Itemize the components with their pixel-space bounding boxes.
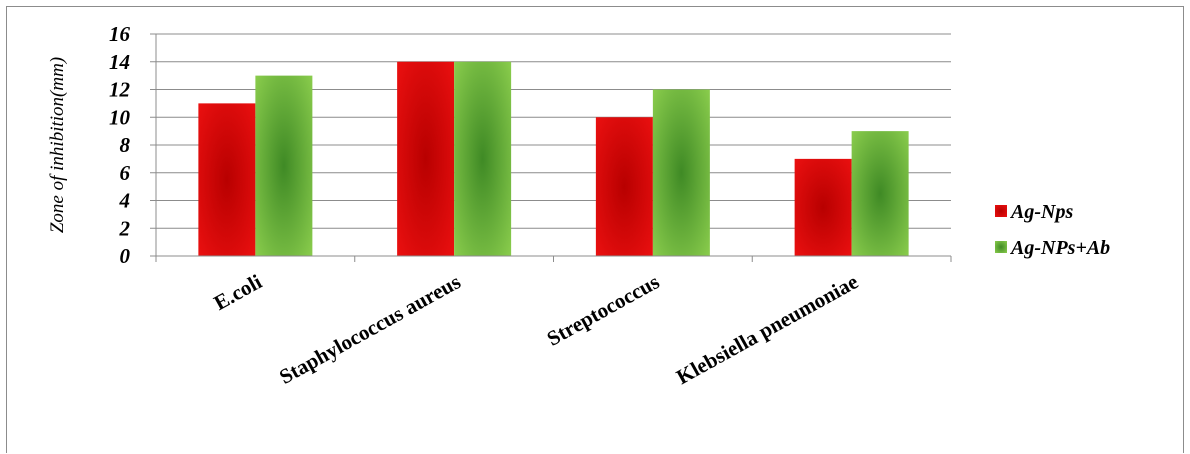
legend-swatch [995, 241, 1007, 253]
y-tick-label: 0 [120, 244, 131, 268]
y-tick-label: 12 [109, 78, 131, 102]
y-tick-label: 14 [109, 50, 130, 74]
y-tick-labels: 0 2 4 6 8 10 12 14 16 [109, 22, 131, 268]
y-tick-label: 8 [120, 133, 131, 157]
y-axis-title: Zone of inhibition(mm) [47, 57, 68, 233]
bar-chart: 0 2 4 6 8 10 12 14 16 E.coli Staphylococcus aureu… [47, 22, 1110, 389]
bar-ag-nps [794, 158, 852, 256]
y-tick-label: 4 [119, 189, 131, 213]
bar-ag-nps-ab [851, 131, 909, 256]
bar-ag-nps-ab [454, 61, 512, 256]
y-tick-label: 2 [119, 216, 131, 240]
bar-ag-nps [595, 117, 653, 256]
y-tick-label: 16 [109, 22, 131, 46]
legend: Ag-Nps Ag-NPs+Ab [995, 201, 1110, 259]
bar-ag-nps-ab [652, 89, 710, 256]
axes [150, 33, 952, 262]
y-tick-label: 6 [120, 161, 131, 185]
y-tick-label: 10 [109, 105, 131, 129]
bars [198, 61, 909, 256]
bar-ag-nps [397, 61, 455, 256]
bar-ag-nps [198, 103, 256, 256]
x-category-labels: E.coli Staphylococcus aureus Streptococcus… [210, 269, 862, 389]
x-category-label: Staphylococcus aureus [275, 269, 464, 389]
legend-label: Ag-NPs+Ab [1009, 237, 1110, 259]
x-category-label: Klebsiella pneumoniae [672, 269, 862, 389]
chart-frame: 0 2 4 6 8 10 12 14 16 E.coli Staphylococcus aureu… [6, 6, 1184, 453]
x-category-label: Streptococcus [543, 269, 663, 350]
x-category-label: E.coli [210, 269, 266, 315]
bar-ag-nps-ab [255, 75, 313, 256]
legend-swatch [995, 205, 1007, 217]
legend-label: Ag-Nps [1009, 201, 1073, 223]
